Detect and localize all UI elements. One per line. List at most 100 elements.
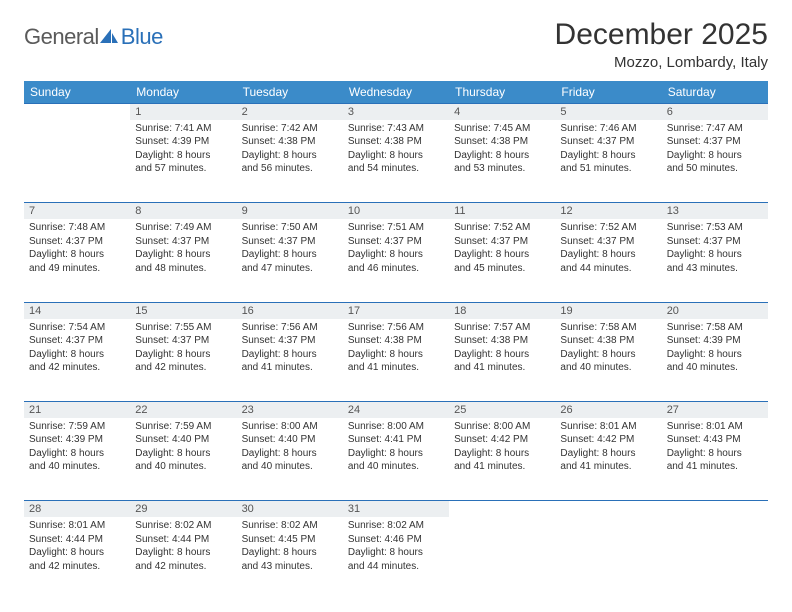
- day-content-cell: Sunrise: 7:50 AMSunset: 4:37 PMDaylight:…: [237, 219, 343, 302]
- sunset-text: Sunset: 4:37 PM: [667, 235, 763, 249]
- daylight-text-1: Daylight: 8 hours: [667, 348, 763, 362]
- daylight-text-1: Daylight: 8 hours: [242, 546, 338, 560]
- day-number-cell: 6: [662, 104, 768, 120]
- day-number-cell: 8: [130, 203, 236, 219]
- sunrise-text: Sunrise: 7:51 AM: [348, 221, 444, 235]
- sunrise-text: Sunrise: 8:00 AM: [348, 420, 444, 434]
- day-number-cell: 15: [130, 302, 236, 318]
- daylight-text-1: Daylight: 8 hours: [560, 248, 656, 262]
- day-content-cell: Sunrise: 7:56 AMSunset: 4:38 PMDaylight:…: [343, 319, 449, 402]
- sunrise-text: Sunrise: 8:00 AM: [454, 420, 550, 434]
- sunset-text: Sunset: 4:37 PM: [29, 334, 125, 348]
- daylight-text-1: Daylight: 8 hours: [29, 348, 125, 362]
- sunrise-text: Sunrise: 7:52 AM: [454, 221, 550, 235]
- day-content-cell: Sunrise: 7:48 AMSunset: 4:37 PMDaylight:…: [24, 219, 130, 302]
- day-content-cell: Sunrise: 7:58 AMSunset: 4:39 PMDaylight:…: [662, 319, 768, 402]
- sunrise-text: Sunrise: 8:01 AM: [560, 420, 656, 434]
- day-number-cell: 28: [24, 501, 130, 517]
- sunrise-text: Sunrise: 7:48 AM: [29, 221, 125, 235]
- daylight-text-2: and 40 minutes.: [29, 460, 125, 474]
- daylight-text-2: and 40 minutes.: [560, 361, 656, 375]
- daylight-text-2: and 42 minutes.: [135, 361, 231, 375]
- daylight-text-1: Daylight: 8 hours: [135, 546, 231, 560]
- sunset-text: Sunset: 4:45 PM: [242, 533, 338, 547]
- day-number-cell: 31: [343, 501, 449, 517]
- day-number-row: 78910111213: [24, 203, 768, 219]
- day-content-cell: Sunrise: 8:00 AMSunset: 4:42 PMDaylight:…: [449, 418, 555, 501]
- day-number-cell: 27: [662, 402, 768, 418]
- sunrise-text: Sunrise: 8:01 AM: [29, 519, 125, 533]
- daylight-text-2: and 42 minutes.: [29, 361, 125, 375]
- daylight-text-2: and 53 minutes.: [454, 162, 550, 176]
- daylight-text-2: and 41 minutes.: [560, 460, 656, 474]
- daylight-text-1: Daylight: 8 hours: [29, 248, 125, 262]
- location-label: Mozzo, Lombardy, Italy: [555, 54, 768, 71]
- title-block: December 2025 Mozzo, Lombardy, Italy: [555, 18, 768, 71]
- logo-text-general: General: [24, 24, 99, 50]
- daylight-text-2: and 41 minutes.: [348, 361, 444, 375]
- day-number-cell: 3: [343, 104, 449, 120]
- sunset-text: Sunset: 4:40 PM: [242, 433, 338, 447]
- day-content-cell: Sunrise: 7:46 AMSunset: 4:37 PMDaylight:…: [555, 120, 661, 203]
- day-number-cell: [555, 501, 661, 517]
- daylight-text-2: and 47 minutes.: [242, 262, 338, 276]
- sunrise-text: Sunrise: 7:56 AM: [348, 321, 444, 335]
- day-number-cell: 11: [449, 203, 555, 219]
- daylight-text-2: and 50 minutes.: [667, 162, 763, 176]
- sunrise-text: Sunrise: 8:02 AM: [242, 519, 338, 533]
- day-content-cell: [449, 517, 555, 600]
- day-content-cell: Sunrise: 7:51 AMSunset: 4:37 PMDaylight:…: [343, 219, 449, 302]
- day-content-cell: Sunrise: 7:43 AMSunset: 4:38 PMDaylight:…: [343, 120, 449, 203]
- day-number-cell: 29: [130, 501, 236, 517]
- day-number-cell: 25: [449, 402, 555, 418]
- sunset-text: Sunset: 4:44 PM: [135, 533, 231, 547]
- daylight-text-2: and 40 minutes.: [135, 460, 231, 474]
- daylight-text-2: and 45 minutes.: [454, 262, 550, 276]
- daylight-text-1: Daylight: 8 hours: [454, 348, 550, 362]
- sunrise-text: Sunrise: 7:53 AM: [667, 221, 763, 235]
- day-content-row: Sunrise: 7:54 AMSunset: 4:37 PMDaylight:…: [24, 319, 768, 402]
- sunset-text: Sunset: 4:43 PM: [667, 433, 763, 447]
- sunset-text: Sunset: 4:38 PM: [348, 135, 444, 149]
- daylight-text-2: and 43 minutes.: [242, 560, 338, 574]
- sunrise-text: Sunrise: 7:59 AM: [135, 420, 231, 434]
- day-number-cell: 24: [343, 402, 449, 418]
- day-content-cell: Sunrise: 7:52 AMSunset: 4:37 PMDaylight:…: [449, 219, 555, 302]
- day-content-cell: Sunrise: 7:54 AMSunset: 4:37 PMDaylight:…: [24, 319, 130, 402]
- day-content-cell: Sunrise: 8:01 AMSunset: 4:44 PMDaylight:…: [24, 517, 130, 600]
- daylight-text-2: and 42 minutes.: [29, 560, 125, 574]
- daylight-text-1: Daylight: 8 hours: [135, 447, 231, 461]
- daylight-text-1: Daylight: 8 hours: [135, 348, 231, 362]
- day-number-cell: 21: [24, 402, 130, 418]
- daylight-text-1: Daylight: 8 hours: [29, 546, 125, 560]
- sunset-text: Sunset: 4:40 PM: [135, 433, 231, 447]
- day-content-cell: Sunrise: 7:53 AMSunset: 4:37 PMDaylight:…: [662, 219, 768, 302]
- day-content-cell: Sunrise: 8:00 AMSunset: 4:41 PMDaylight:…: [343, 418, 449, 501]
- sunrise-text: Sunrise: 7:45 AM: [454, 122, 550, 136]
- sunset-text: Sunset: 4:37 PM: [560, 135, 656, 149]
- sunrise-text: Sunrise: 7:41 AM: [135, 122, 231, 136]
- month-title: December 2025: [555, 18, 768, 52]
- daylight-text-2: and 48 minutes.: [135, 262, 231, 276]
- day-number-cell: 13: [662, 203, 768, 219]
- day-content-cell: Sunrise: 7:56 AMSunset: 4:37 PMDaylight:…: [237, 319, 343, 402]
- day-content-cell: Sunrise: 8:02 AMSunset: 4:44 PMDaylight:…: [130, 517, 236, 600]
- weekday-header: Wednesday: [343, 81, 449, 104]
- daylight-text-1: Daylight: 8 hours: [348, 149, 444, 163]
- day-content-cell: Sunrise: 7:59 AMSunset: 4:39 PMDaylight:…: [24, 418, 130, 501]
- day-number-row: 123456: [24, 104, 768, 120]
- sunrise-text: Sunrise: 7:50 AM: [242, 221, 338, 235]
- day-content-cell: [662, 517, 768, 600]
- day-number-cell: 26: [555, 402, 661, 418]
- day-number-cell: 2: [237, 104, 343, 120]
- logo-sail-icon: [99, 28, 119, 44]
- day-number-cell: 22: [130, 402, 236, 418]
- daylight-text-2: and 44 minutes.: [560, 262, 656, 276]
- weekday-header: Thursday: [449, 81, 555, 104]
- day-content-cell: Sunrise: 7:52 AMSunset: 4:37 PMDaylight:…: [555, 219, 661, 302]
- sunrise-text: Sunrise: 7:46 AM: [560, 122, 656, 136]
- sunset-text: Sunset: 4:42 PM: [454, 433, 550, 447]
- day-content-cell: Sunrise: 7:45 AMSunset: 4:38 PMDaylight:…: [449, 120, 555, 203]
- day-content-row: Sunrise: 7:59 AMSunset: 4:39 PMDaylight:…: [24, 418, 768, 501]
- day-number-cell: 5: [555, 104, 661, 120]
